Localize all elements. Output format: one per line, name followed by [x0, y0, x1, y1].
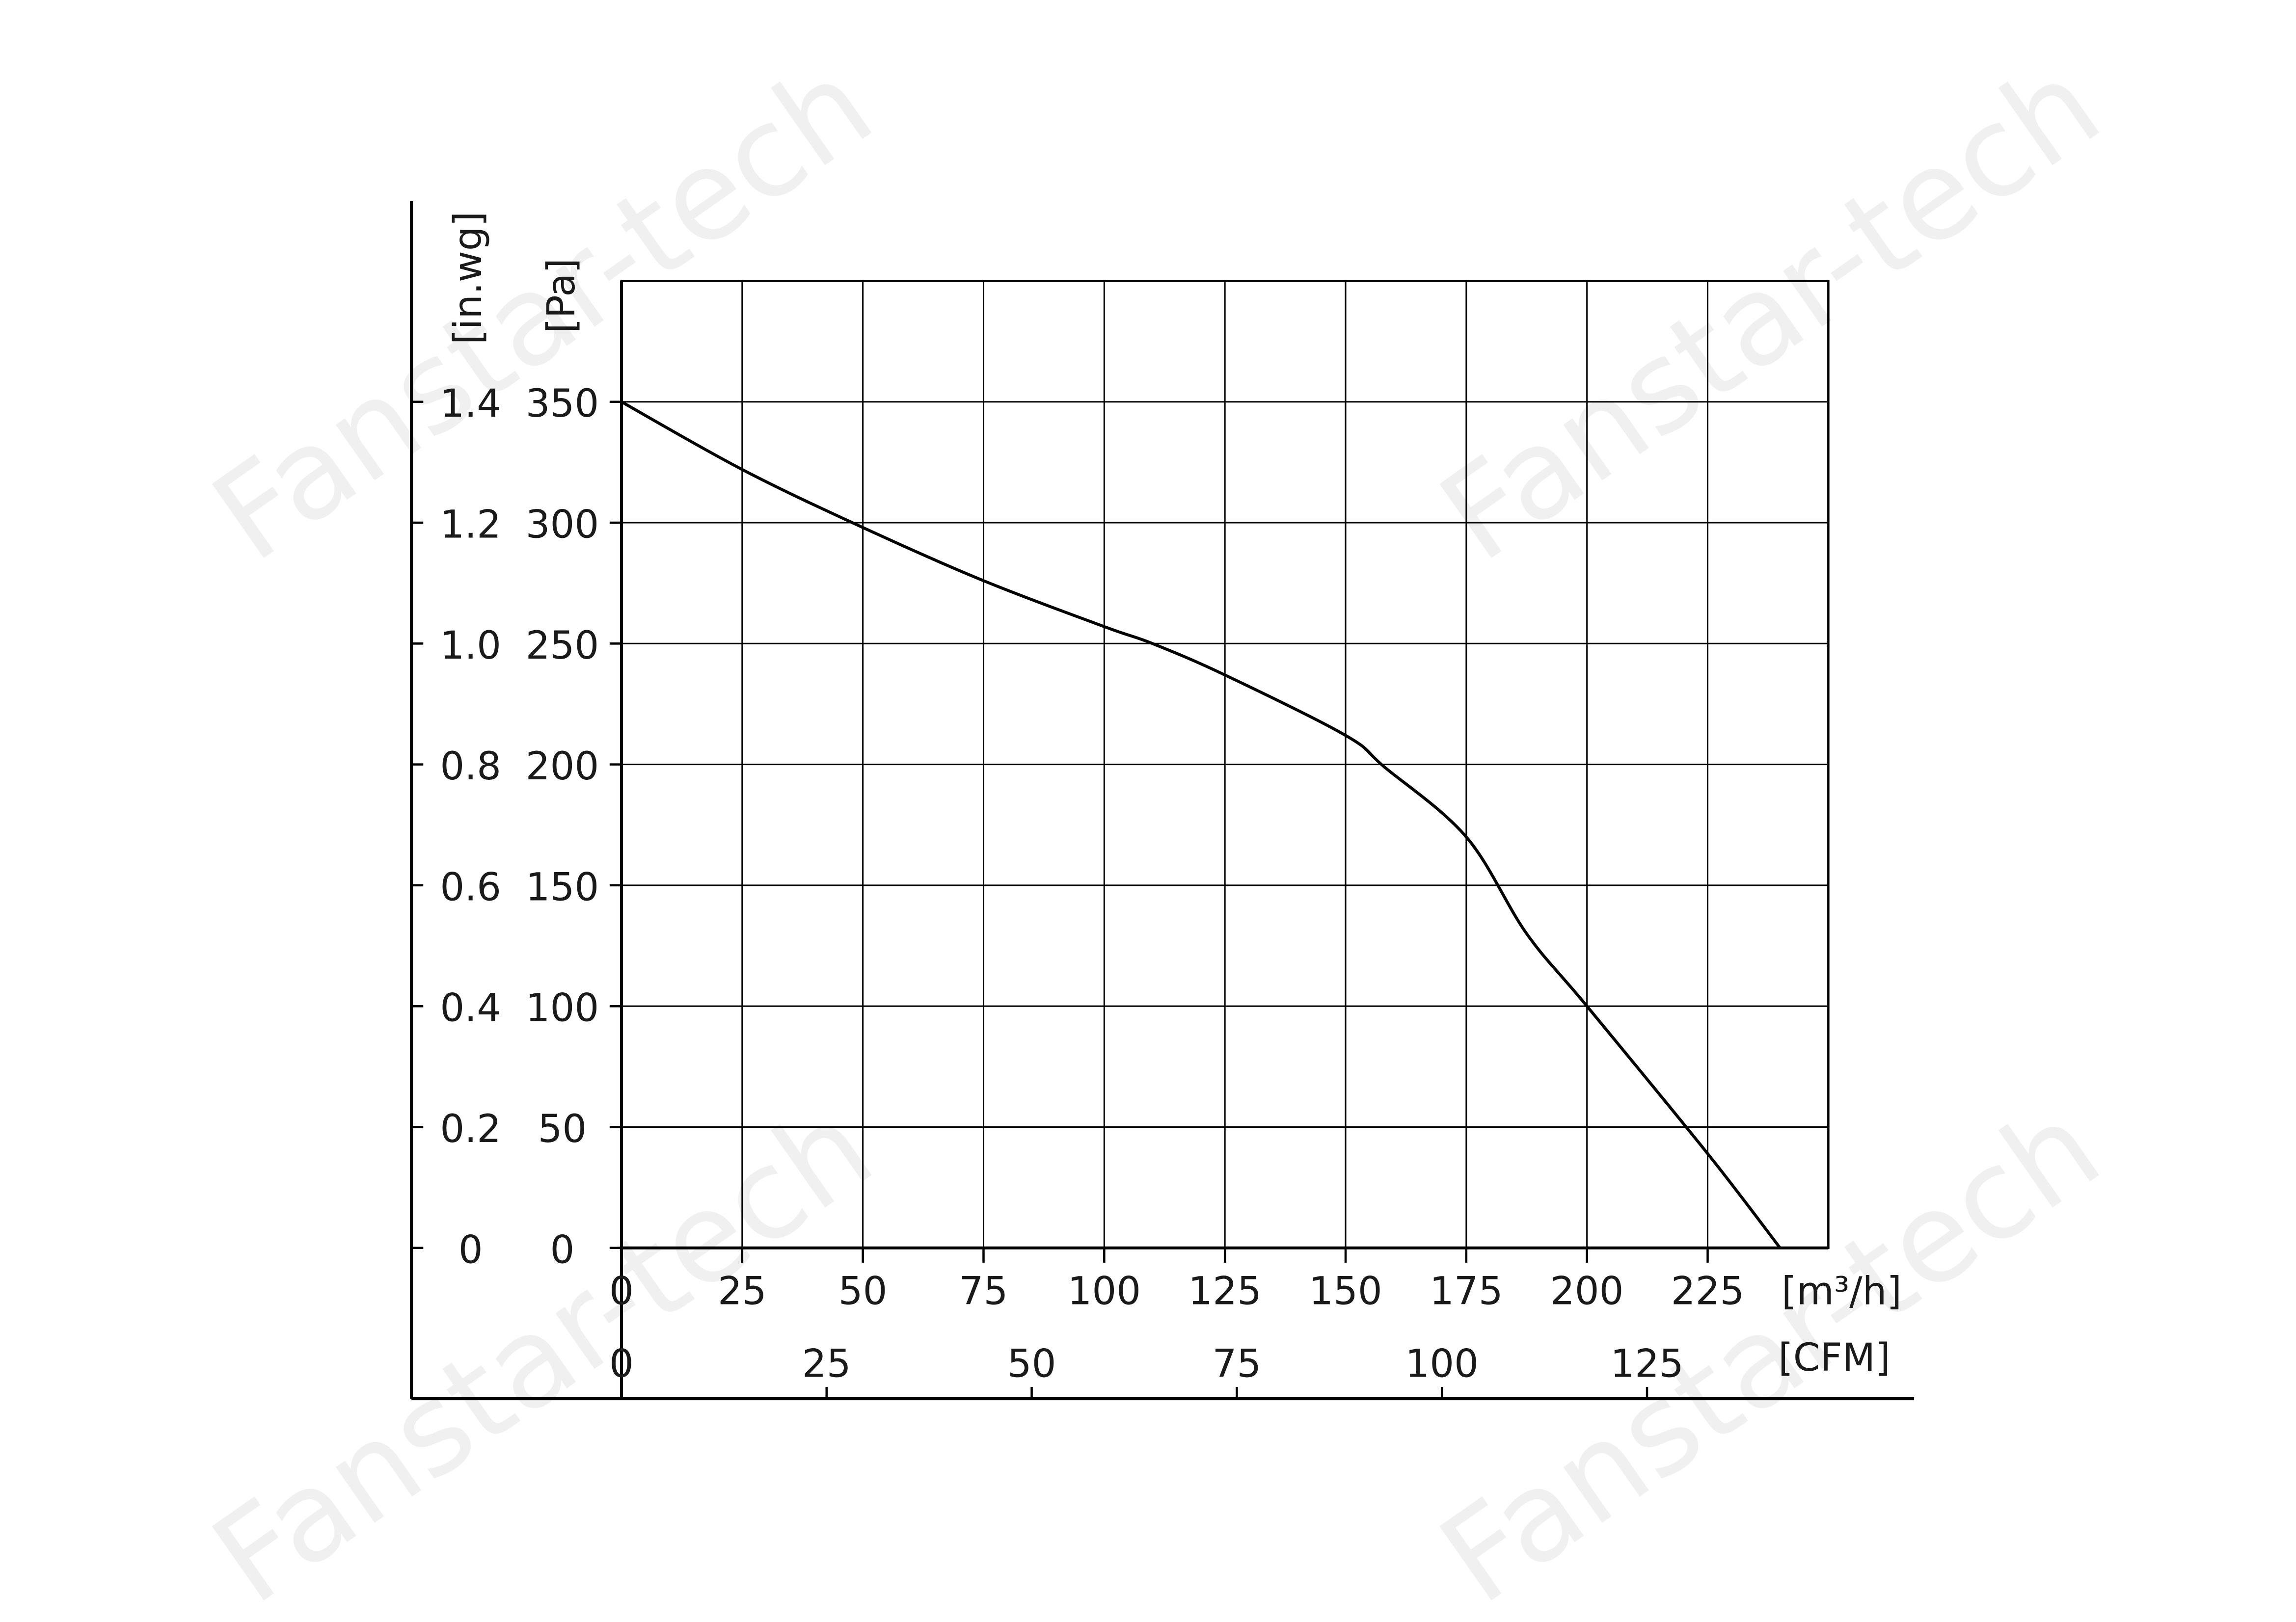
x2-tick-label: 75: [1213, 1341, 1262, 1386]
x-tick-label: 200: [1550, 1269, 1624, 1314]
x2-tick-label: 100: [1405, 1341, 1479, 1386]
x-tick-label: 125: [1188, 1269, 1262, 1314]
y-tick-label: 50: [538, 1107, 587, 1151]
y-tick-label: 300: [526, 503, 599, 547]
y-tick-label: 200: [526, 744, 599, 789]
y-tick-label: 250: [526, 623, 599, 668]
y2-tick-label: 0.2: [440, 1107, 501, 1151]
watermark: Fanstar-tech: [1415, 1074, 2125, 1622]
watermark: Fanstar-tech: [1415, 32, 2125, 589]
x-tick-label: 100: [1068, 1269, 1141, 1314]
x-axis-title: [m³/h]: [1782, 1269, 1902, 1314]
x-tick-label: 225: [1671, 1269, 1745, 1314]
y2-axis-title: [in.wg]: [446, 212, 490, 345]
x-tick-label: 50: [838, 1269, 888, 1314]
y-tick-label: 0: [550, 1227, 575, 1272]
y-tick-label: 100: [526, 986, 599, 1031]
x-tick-label: 75: [959, 1269, 1008, 1314]
y2-tick-label: 1.2: [440, 503, 501, 547]
x2-axis-title: [CFM]: [1778, 1335, 1890, 1380]
y-tick-label: 150: [526, 865, 599, 909]
x-tick-label: 0: [609, 1269, 634, 1314]
watermark: Fanstar-tech: [188, 1074, 897, 1622]
y-axis-title: [Pa]: [539, 258, 584, 333]
y2-tick-label: 0.8: [440, 744, 501, 789]
y2-tick-label: 0.6: [440, 865, 501, 909]
curve: [621, 400, 1782, 1249]
y2-tick-label: 0: [459, 1227, 483, 1272]
y2-tick-label: 1.0: [440, 623, 501, 668]
y-tick-label: 350: [526, 381, 599, 426]
x2-tick-label: 25: [802, 1341, 851, 1386]
x-tick-label: 175: [1430, 1269, 1503, 1314]
x2-tick-label: 0: [609, 1341, 634, 1386]
y2-tick-label: 0.4: [440, 986, 501, 1031]
x2-tick-label: 125: [1610, 1341, 1684, 1386]
x2-tick-label: 50: [1007, 1341, 1056, 1386]
y2-tick-label: 1.4: [440, 381, 501, 426]
x-tick-label: 150: [1309, 1269, 1382, 1314]
x-tick-label: 25: [718, 1269, 767, 1314]
